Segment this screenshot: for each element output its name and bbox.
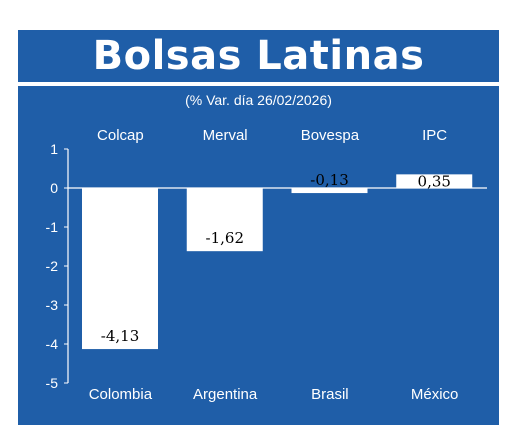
chart-subtitle: (% Var. día 26/02/2026) [185, 92, 332, 108]
bar-value-label: 0,35 [418, 172, 451, 190]
x-tick-label: Colombia [89, 386, 153, 403]
bar-value-label: -1,62 [206, 229, 244, 247]
bar-value-label: -0,13 [310, 171, 348, 189]
y-tick-label: -1 [46, 219, 59, 235]
x-tick-label: Brasil [311, 386, 349, 403]
chart-title: Bolsas Latinas [92, 33, 425, 79]
bar [186, 188, 263, 252]
x-tick-label: México [411, 386, 459, 403]
index-name-label: Colcap [97, 127, 144, 144]
bar-value-label: -4,13 [101, 327, 139, 345]
bar [82, 188, 158, 350]
bar [291, 188, 368, 194]
y-tick-label: -4 [46, 336, 59, 352]
index-name-label: Merval [203, 127, 248, 144]
x-tick-label: Argentina [193, 386, 258, 403]
index-name-label: IPC [422, 127, 447, 144]
y-tick-label: -5 [46, 375, 59, 391]
y-tick-label: 1 [50, 141, 58, 157]
bar [396, 174, 473, 188]
y-tick-label: 0 [50, 180, 58, 196]
y-tick-label: -2 [46, 258, 59, 274]
y-tick-label: -3 [46, 297, 59, 313]
index-name-label: Bovespa [301, 127, 360, 144]
title-bar: Bolsas Latinas [18, 30, 499, 82]
